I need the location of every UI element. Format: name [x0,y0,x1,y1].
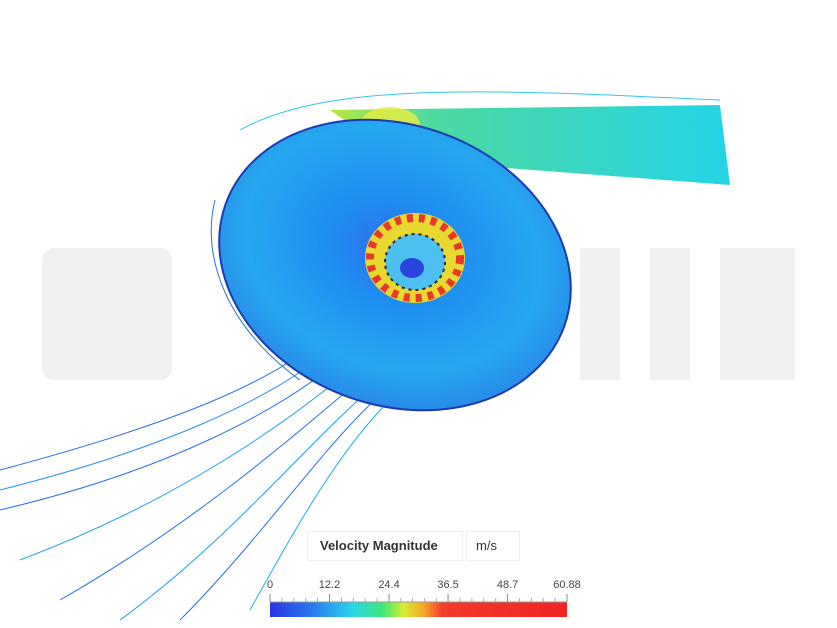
watermark [42,248,795,380]
tick-label: 24.4 [378,579,399,591]
tick-label: 36.5 [437,579,458,591]
tick-label: 60.88 [553,579,581,591]
inlet-pipe [330,105,730,185]
tick-label: 48.7 [497,579,518,591]
tick-label: 0 [267,579,273,591]
tick-label: 12.2 [319,579,340,591]
colorbar [270,602,567,617]
legend-unit: m/s [466,531,520,561]
legend-title: Velocity Magnitude [307,531,463,561]
